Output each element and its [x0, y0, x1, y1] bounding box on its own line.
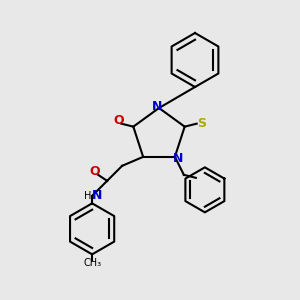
- Text: N: N: [152, 100, 163, 113]
- Text: N: N: [173, 152, 183, 165]
- Text: O: O: [90, 165, 101, 178]
- Text: O: O: [113, 114, 124, 127]
- Text: CH₃: CH₃: [83, 258, 101, 268]
- Text: N: N: [92, 189, 102, 202]
- Text: H: H: [84, 191, 91, 201]
- Text: S: S: [197, 117, 206, 130]
